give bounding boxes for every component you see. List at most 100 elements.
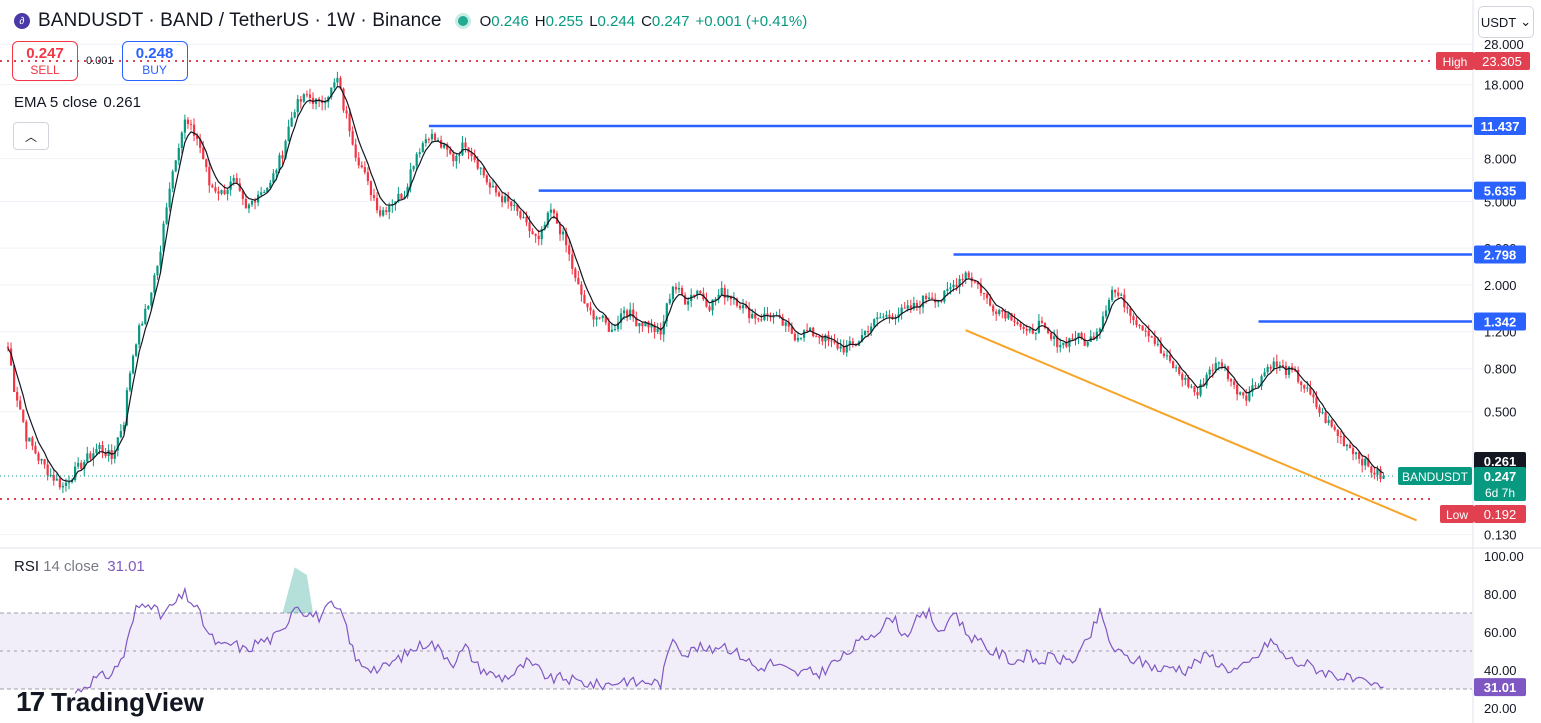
candle-body [31,437,34,446]
candle-body [998,310,1001,315]
candle-body [577,277,580,285]
candle-body [1181,373,1184,380]
low-tag-badge [1440,505,1474,523]
candle-body [1040,320,1044,323]
candle-body [552,209,556,214]
tradingview-wordmark: TradingView [51,686,204,717]
candle-body [25,421,28,442]
change-value: +0.001 (+0.41%) [695,12,808,30]
candle-body [278,155,281,171]
candle-body [955,284,958,287]
ema-price-badge [1474,451,1526,470]
tradingview-logo[interactable]: 17 TradingView [16,686,204,718]
candle-body [723,287,726,298]
candle-body [1278,365,1281,367]
band-coin-icon: ∂ [14,13,30,29]
candle-body [150,292,153,306]
rsi-legend[interactable]: RSI 14 close 31.01 [14,558,145,575]
candle-body [113,450,116,459]
collapse-legend-button[interactable]: ︿ [13,122,49,150]
high-tag-badge [1436,52,1474,70]
candle-body [348,113,351,132]
candle-body [1046,328,1050,333]
level-price-badge [1474,116,1526,135]
candle-body [250,200,254,205]
candle-body [46,464,49,476]
candle-body [705,299,708,307]
candle-body [275,170,278,174]
market-open-icon [457,16,468,26]
candle-body [699,290,702,294]
candle-body [741,305,745,309]
candle-body [513,204,516,207]
candle-body [1016,322,1019,324]
candle-body [55,478,58,481]
candle-body [1312,394,1315,398]
currency-select[interactable]: USDT ⌄ [1478,6,1534,38]
candle-body [379,210,382,216]
candle-body [1275,361,1278,367]
candle-body [446,144,449,150]
candle-body [412,166,415,170]
candle-body [680,288,684,296]
drawings [0,60,1472,522]
candle-body [793,333,796,341]
symbol-title[interactable]: BANDUSDT · BAND / TetherUS · 1W · Binanc… [38,10,442,31]
candle-body [1065,342,1068,347]
candle-body [1120,294,1123,296]
candle-body [848,341,851,345]
candle-body [1236,384,1239,395]
candle-body [787,322,790,327]
candle-body [1303,385,1306,389]
candle-body [583,294,586,304]
candle-body [43,459,46,465]
candle-body [528,222,531,232]
candle-body [824,335,827,342]
candle-body [324,102,327,104]
candle-body [1199,383,1202,396]
candle-body [629,309,632,317]
candle-body [409,169,412,187]
candle-body [494,185,498,193]
price-axis: 28.00018.0008.0005.0003.0002.0001.2000.8… [1398,37,1530,543]
candle-body [653,324,656,333]
candle-body [305,94,308,96]
candle-body [1083,338,1086,346]
candle-body [263,191,266,193]
candle-body [906,305,909,309]
candle-body [1077,332,1080,338]
sell-button[interactable]: 0.247 SELL [12,41,78,81]
currency-label: USDT [1480,14,1517,30]
candle-body [522,216,525,218]
candle-body [1031,328,1034,334]
candle-body [1364,458,1367,466]
candle-body [6,346,10,349]
buy-button[interactable]: 0.248 BUY [121,41,188,81]
candle-body [260,192,263,195]
trade-buttons: 0.247 SELL 0.001 0.248 BUY [12,41,188,81]
candle-body [64,482,68,486]
candle-body [1172,361,1175,369]
candle-body [1342,436,1345,447]
candle-body [720,287,723,295]
candle-body [867,331,870,333]
candle-body [924,295,928,300]
ema-legend[interactable]: EMA 5 close 0.261 [14,94,141,111]
candle-body [870,326,873,333]
candle-body [696,290,699,296]
candle-body [504,196,507,203]
candle-body [1178,367,1181,374]
candle-body [659,328,662,335]
candle-body [49,474,52,476]
candle-body [357,157,360,166]
candle-body [61,485,64,488]
rsi-tick-label: 80.00 [1484,587,1517,602]
candle-body [351,131,354,145]
candle-body [647,321,650,328]
candle-body [619,313,623,323]
candle-body [1321,412,1324,414]
open-value: 0.246 [491,12,529,30]
candle-body [1263,372,1266,377]
candle-body [1193,386,1196,393]
